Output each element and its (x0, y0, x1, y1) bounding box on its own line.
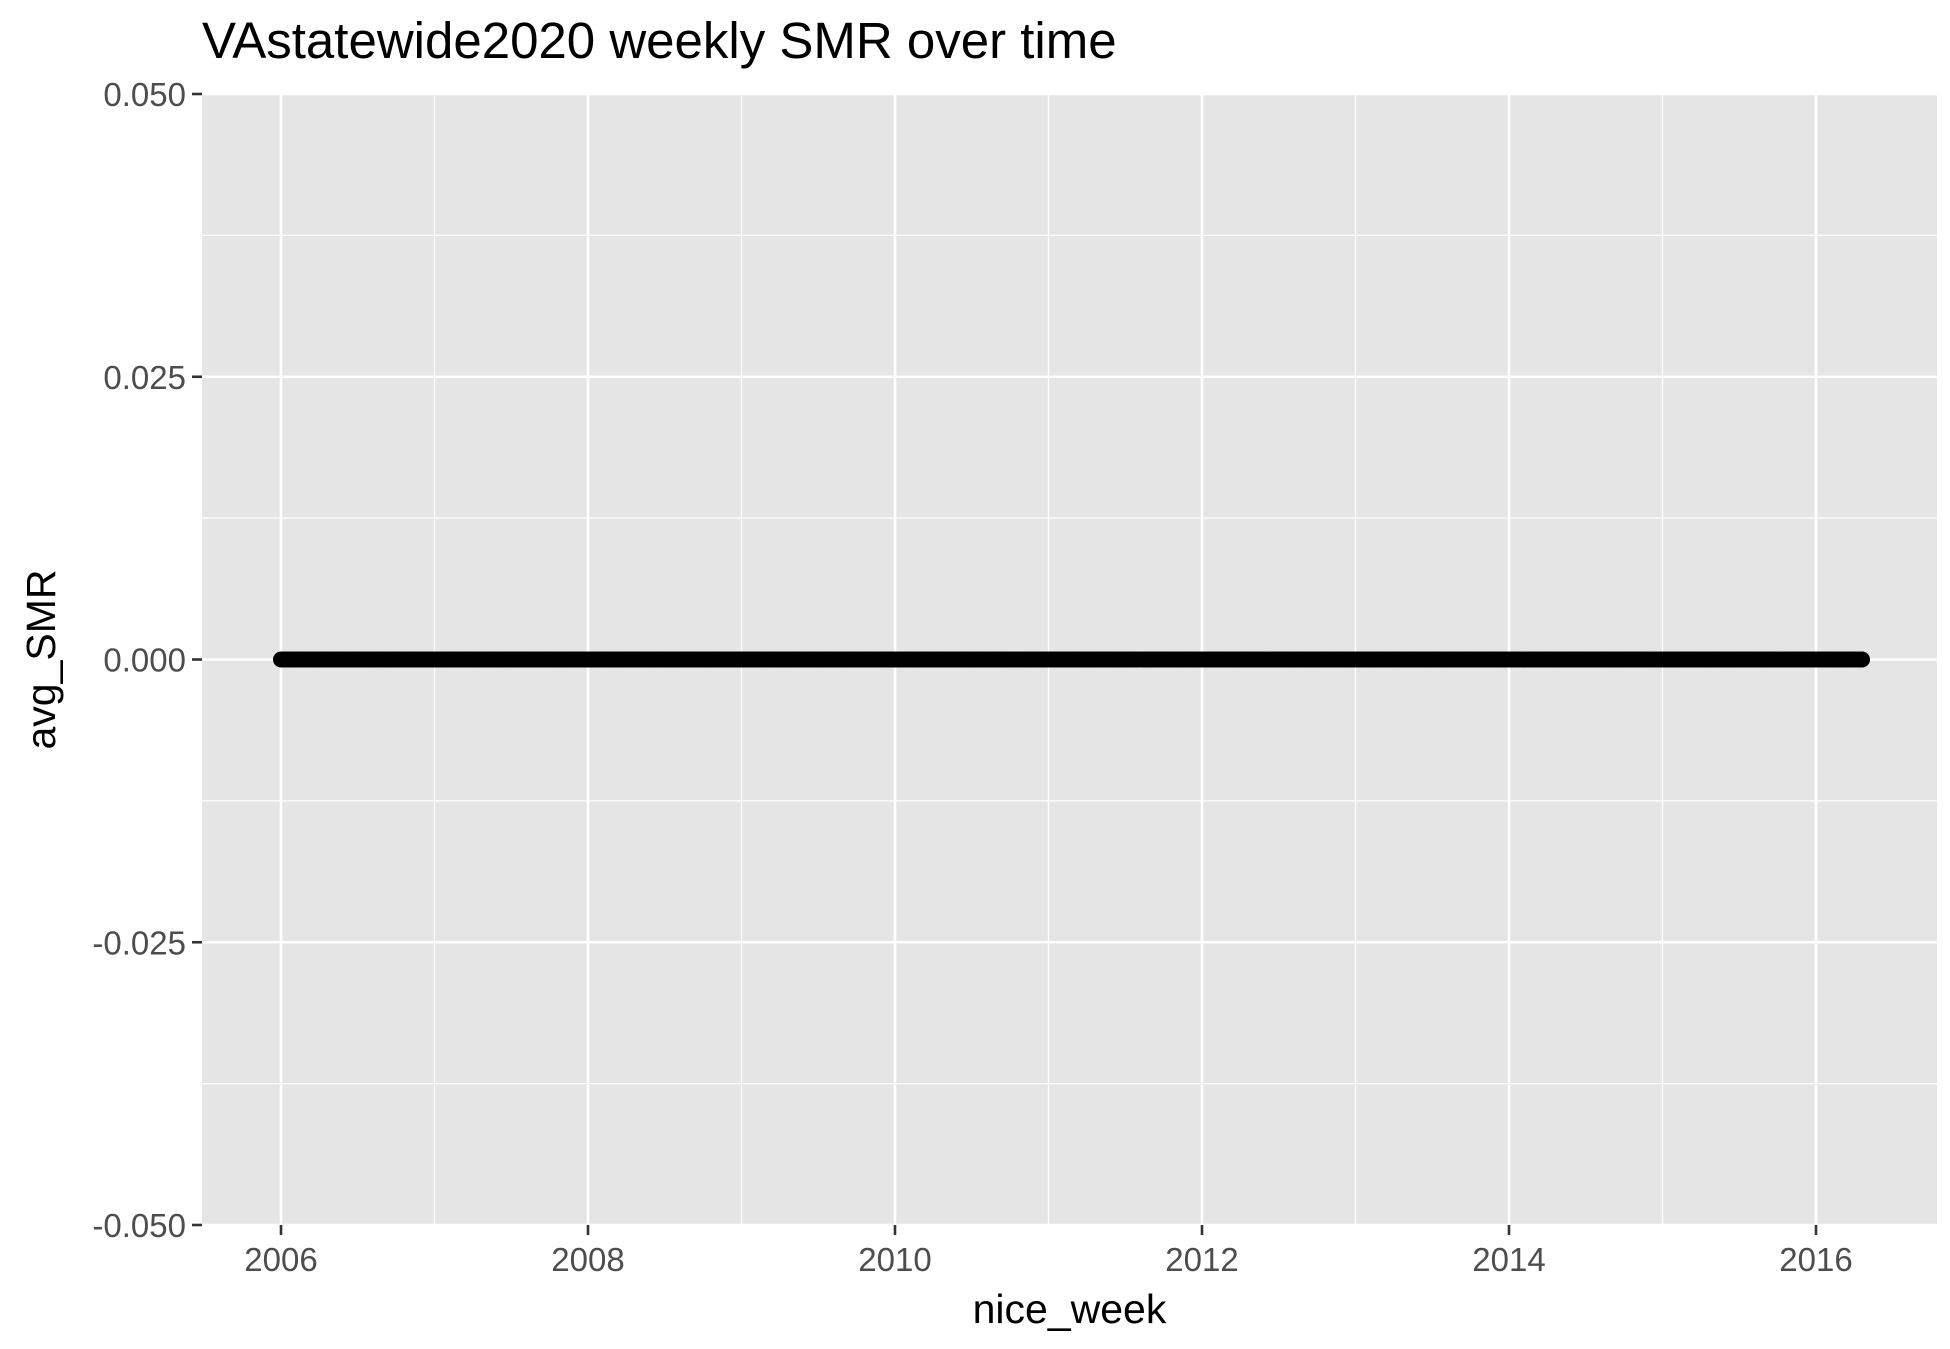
y-tick-label: -0.025 (92, 924, 186, 961)
data-point (1854, 651, 1871, 668)
chart-title: VAstatewide2020 weekly SMR over time (202, 12, 1117, 69)
y-tick-label: -0.050 (92, 1207, 186, 1244)
x-axis-title: nice_week (973, 1286, 1167, 1332)
y-tick-label: 0.025 (103, 359, 186, 396)
x-tick-label: 2008 (551, 1241, 624, 1278)
y-tick-label: 0.050 (103, 76, 186, 113)
y-axis: -0.050 -0.025 0.000 0.025 0.050 (92, 76, 202, 1244)
x-tick-label: 2012 (1165, 1241, 1238, 1278)
x-tick-label: 2014 (1472, 1241, 1545, 1278)
y-tick-label: 0.000 (103, 642, 186, 679)
x-axis: 2006 2008 2010 2012 2014 2016 (244, 1225, 1853, 1278)
x-tick-label: 2006 (244, 1241, 317, 1278)
x-tick-label: 2010 (858, 1241, 931, 1278)
y-axis-title: avg_SMR (18, 569, 64, 749)
data-points (273, 651, 1871, 668)
x-tick-label: 2016 (1779, 1241, 1852, 1278)
